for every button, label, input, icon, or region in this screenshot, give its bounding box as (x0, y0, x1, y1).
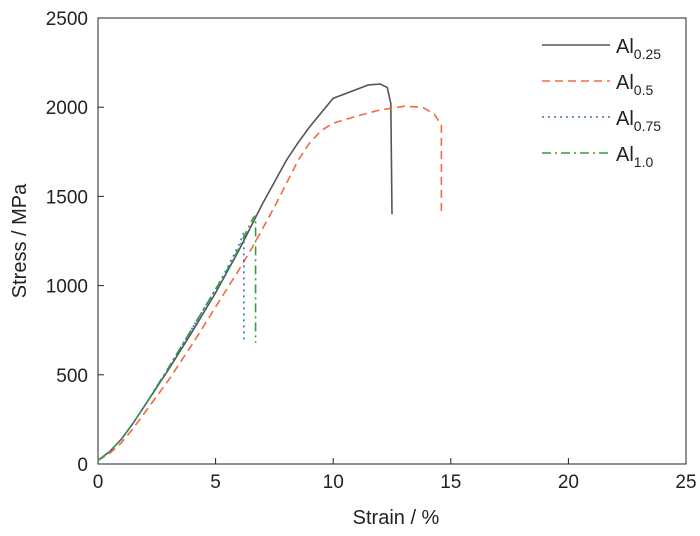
y-tick-label: 500 (56, 366, 88, 387)
series-line-0-75 (97, 231, 245, 462)
y-tick-label: 1000 (46, 277, 88, 298)
series-layer (97, 83, 443, 462)
legend-label: Al0.75 (616, 108, 661, 134)
y-axis-title: Stress / MPa (9, 183, 31, 298)
axis-ticks (97, 17, 687, 465)
tick-labels: 0 5 10 15 20 25 0 500 1000 1500 2000 2500 (46, 9, 697, 493)
plot-frame (97, 17, 687, 465)
series-line-0-5 (97, 105, 443, 462)
x-tick-label: 20 (558, 472, 579, 493)
x-tick-label: 10 (323, 472, 344, 493)
x-tick-label: 25 (675, 472, 696, 493)
y-tick-label: 0 (77, 455, 88, 476)
y-tick-label: 2500 (46, 9, 88, 30)
x-tick-label: 5 (210, 472, 221, 493)
series-line-0-25 (97, 83, 393, 462)
legend: Al0.25 Al0.5 Al0.75 Al1.0 (542, 36, 661, 170)
x-tick-label: 0 (93, 472, 104, 493)
x-tick-label: 15 (440, 472, 461, 493)
legend-label: Al0.5 (616, 72, 653, 98)
legend-label: Al1.0 (616, 144, 653, 170)
series-line-1-0 (97, 215, 257, 462)
x-axis-title: Strain / % (353, 507, 440, 529)
legend-label: Al0.25 (616, 36, 661, 62)
y-tick-label: 2000 (46, 98, 88, 119)
y-tick-label: 1500 (46, 187, 88, 208)
